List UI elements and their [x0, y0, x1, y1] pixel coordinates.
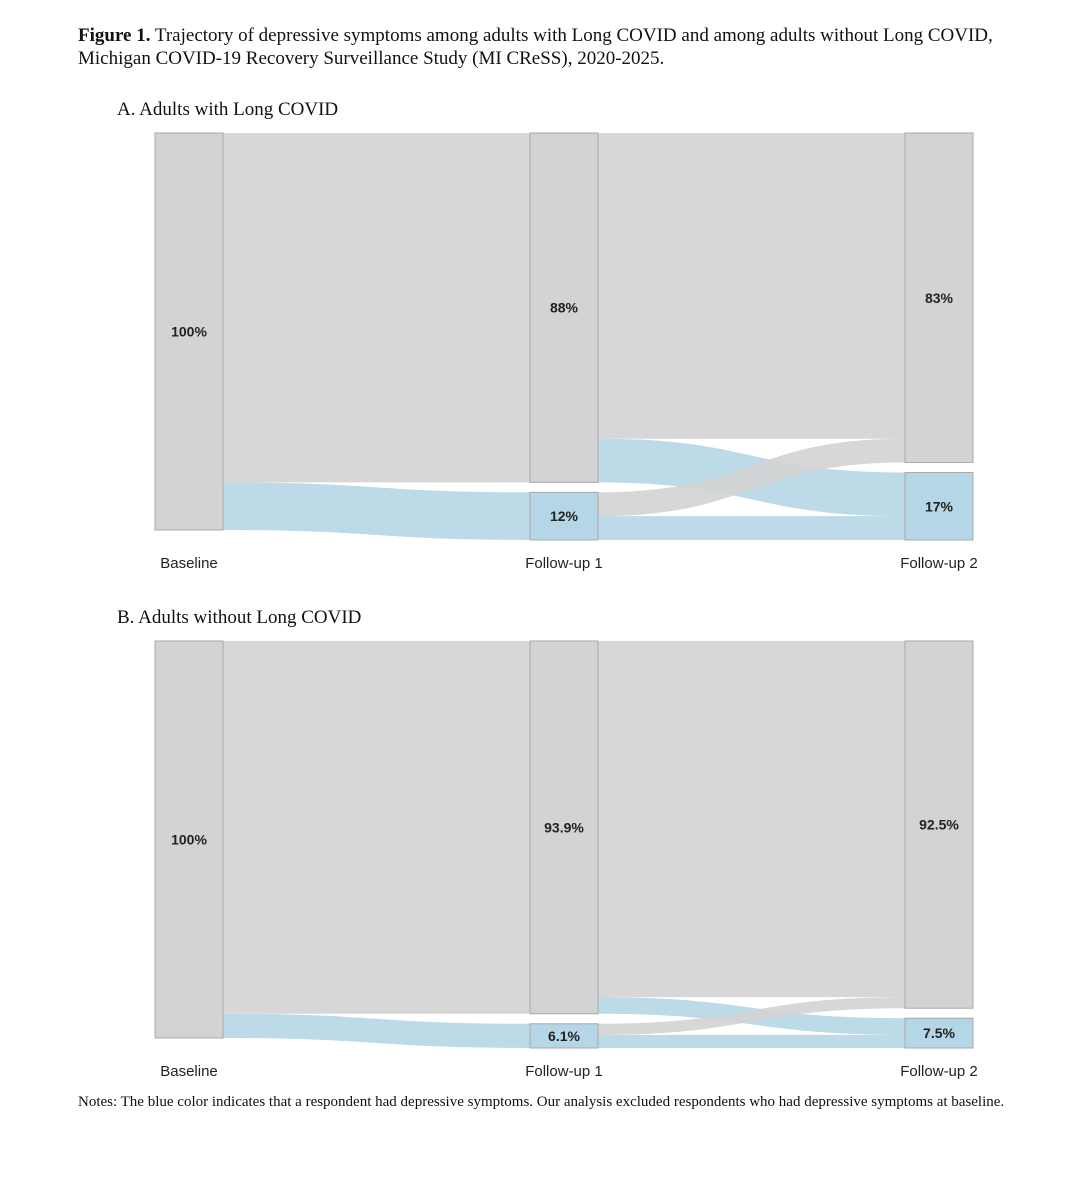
- flow: [598, 1034, 905, 1048]
- flow: [223, 482, 530, 540]
- caption-text: Trajectory of depressive symptoms among …: [78, 25, 993, 69]
- node-label: 92.5%: [919, 817, 959, 833]
- node-label: 12%: [550, 508, 579, 524]
- flow: [223, 1013, 530, 1048]
- node-label: 83%: [925, 290, 954, 306]
- figure-caption: Figure 1. Trajectory of depressive sympt…: [78, 24, 1013, 70]
- stage-label: Follow-up 2: [900, 1063, 978, 1080]
- node: [529, 640, 599, 1015]
- flow: [598, 641, 905, 998]
- chart: A. Adults with Long COVID 100% Baseline 88%…: [117, 99, 978, 1080]
- node: [904, 472, 974, 541]
- flow: [598, 516, 905, 540]
- stage-label: Follow-up 2: [900, 555, 978, 572]
- node: [529, 132, 599, 483]
- stage-label: Follow-up 1: [525, 555, 603, 572]
- panel-title: B. Adults without Long COVID: [117, 607, 361, 628]
- panel-title: A. Adults with Long COVID: [117, 99, 338, 120]
- stage-label: Follow-up 1: [525, 1063, 603, 1080]
- node-label: 100%: [171, 832, 207, 848]
- node-label: 7.5%: [923, 1025, 955, 1041]
- flow: [598, 997, 905, 1035]
- node: [904, 1017, 974, 1049]
- flow: [223, 641, 530, 1014]
- node-label: 93.9%: [544, 819, 584, 835]
- node-label: 88%: [550, 300, 579, 316]
- node: [529, 491, 599, 541]
- stage-label: Baseline: [160, 1063, 218, 1080]
- flow: [223, 133, 530, 483]
- flow: [598, 438, 905, 517]
- node: [904, 132, 974, 464]
- node-label: 6.1%: [548, 1028, 580, 1044]
- caption-label: Figure 1.: [78, 25, 151, 46]
- node-label: 100%: [171, 324, 207, 340]
- stage-label: Baseline: [160, 555, 218, 572]
- node: [904, 640, 974, 1009]
- flow: [598, 133, 905, 439]
- node: [529, 1023, 599, 1049]
- notes: Notes: The blue color indicates that a r…: [78, 1094, 1005, 1110]
- node-label: 17%: [925, 498, 954, 514]
- node: [154, 640, 224, 1039]
- node: [154, 132, 224, 531]
